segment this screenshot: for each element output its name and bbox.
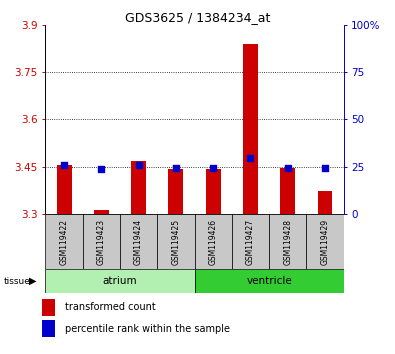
Bar [280,169,295,214]
Point [98,166,105,172]
Bar [307,214,344,269]
Text: GSM119425: GSM119425 [171,218,181,265]
Bar [120,214,157,269]
Bar [83,214,120,269]
Bar [45,269,194,293]
Point [247,155,254,161]
Text: GDS3625 / 1384234_at: GDS3625 / 1384234_at [125,11,270,24]
Text: GSM119424: GSM119424 [134,218,143,265]
Bar [94,210,109,214]
Text: GSM119429: GSM119429 [320,218,329,265]
Text: ventricle: ventricle [246,276,292,286]
Bar [56,165,71,214]
Text: GSM119428: GSM119428 [283,219,292,264]
Text: GSM119426: GSM119426 [209,218,218,265]
Bar [157,214,194,269]
Bar [194,214,232,269]
Text: GSM119427: GSM119427 [246,218,255,265]
Bar [42,320,55,337]
Bar [232,214,269,269]
Point [135,162,142,168]
Text: tissue: tissue [4,276,31,286]
Bar [194,269,344,293]
Point [210,165,216,171]
Text: GSM119422: GSM119422 [60,219,69,264]
Text: transformed count: transformed count [65,302,156,312]
Point [284,165,291,171]
Point [173,165,179,171]
Point [322,165,328,171]
Bar [269,214,307,269]
Bar [42,299,55,316]
Bar [45,214,83,269]
Text: GSM119423: GSM119423 [97,218,106,265]
Text: atrium: atrium [103,276,137,286]
Bar [168,169,183,214]
Bar [131,161,146,214]
Text: percentile rank within the sample: percentile rank within the sample [65,324,230,333]
Bar [243,44,258,214]
Point [61,162,67,168]
Bar [318,191,333,214]
Text: ▶: ▶ [29,276,36,286]
Bar [206,169,221,214]
